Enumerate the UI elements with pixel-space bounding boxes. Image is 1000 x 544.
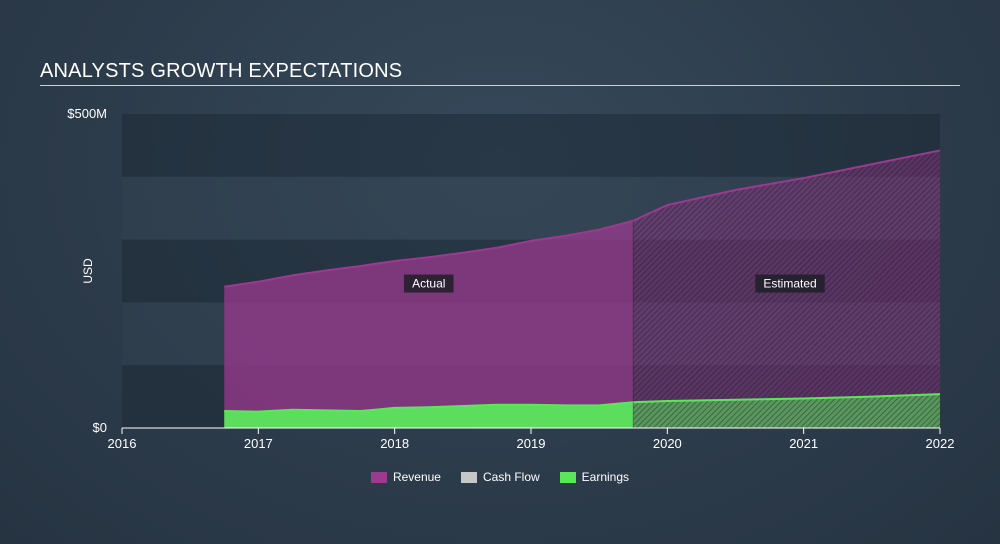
x-tick-label: 2016 xyxy=(108,436,137,451)
earnings-swatch xyxy=(559,471,576,483)
revenue-area-actual xyxy=(224,220,634,428)
actual-label-text: Actual xyxy=(412,277,445,291)
plot-band xyxy=(122,114,940,177)
earnings-line xyxy=(224,393,941,413)
annotations: Actual Estimated xyxy=(403,220,825,428)
chart-title: ANALYSTS GROWTH EXPECTATIONS xyxy=(40,60,403,82)
title-divider xyxy=(40,85,960,86)
x-tick-label: 2021 xyxy=(789,436,818,451)
revenue-swatch xyxy=(370,471,387,483)
actual-label: Actual xyxy=(403,274,454,293)
legend-item-cash-flow[interactable]: Cash Flow xyxy=(460,470,540,484)
x-tick-label: 2020 xyxy=(653,436,682,451)
earnings-series xyxy=(224,393,941,428)
x-tick-label: 2019 xyxy=(517,436,546,451)
earnings-area-actual xyxy=(224,402,634,428)
legend-item-revenue[interactable]: Revenue xyxy=(370,470,441,484)
y-tick-label-min: $0 xyxy=(93,420,107,435)
legend-label-revenue: Revenue xyxy=(392,470,441,484)
legend-item-earnings[interactable]: Earnings xyxy=(559,470,630,484)
legend-label-earnings: Earnings xyxy=(581,470,630,484)
estimated-label-text: Estimated xyxy=(763,277,816,291)
estimated-label-bg xyxy=(755,274,825,293)
x-tick-label: 2017 xyxy=(244,436,273,451)
revenue-line xyxy=(224,149,941,288)
series-areas xyxy=(224,149,941,428)
legend-label-cash-flow: Cash Flow xyxy=(482,470,540,484)
axes: 2016 2017 2018 2019 2020 2021 2022 $500M $0 USD xyxy=(67,106,954,451)
cash-flow-swatch xyxy=(460,471,477,483)
x-tick-label: 2022 xyxy=(926,436,955,451)
y-tick-label-max: $500M xyxy=(67,106,107,121)
legend: Revenue Cash Flow Earnings xyxy=(0,470,1000,484)
x-tick-label: 2018 xyxy=(380,436,409,451)
y-axis-label: USD xyxy=(81,258,95,284)
estimated-label: Estimated xyxy=(755,274,825,293)
earnings-area-hatch xyxy=(633,394,940,428)
actual-label-bg xyxy=(403,274,454,293)
